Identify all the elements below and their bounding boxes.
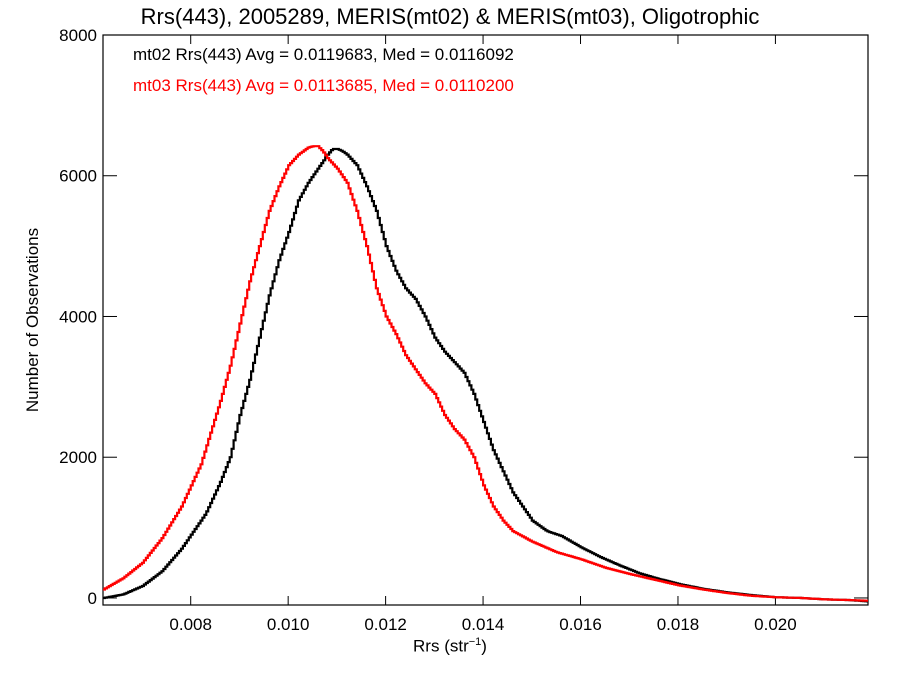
x-tick-label: 0.020 (754, 615, 797, 634)
y-tick-label: 4000 (59, 307, 97, 326)
legend-annotation-mt03: mt03 Rrs(443) Avg = 0.0113685, Med = 0.0… (133, 76, 514, 95)
y-tick-label: 2000 (59, 448, 97, 467)
chart-title: Rrs(443), 2005289, MERIS(mt02) & MERIS(m… (140, 4, 760, 29)
series-layer (103, 145, 868, 603)
axes-layer (102, 34, 869, 606)
series-mt03-line (103, 145, 868, 602)
x-tick-label: 0.016 (559, 615, 602, 634)
series-mt02-line (103, 147, 868, 603)
x-axis-unit-exponent: −1 (468, 636, 482, 648)
x-axis-label: Rrs (str−1) (0, 636, 900, 657)
x-axis-label-text: Rrs (str (413, 636, 469, 656)
y-axis-label: Number of Observations (23, 227, 42, 413)
y-tick-label: 6000 (59, 167, 97, 186)
plot-frame (102, 34, 869, 606)
y-tick-label: 8000 (59, 26, 97, 45)
x-tick-label: 0.014 (462, 615, 505, 634)
x-tick-label: 0.010 (267, 615, 310, 634)
x-tick-label: 0.008 (169, 615, 212, 634)
y-tick-label: 0 (88, 589, 97, 608)
x-axis-label-close: ) (481, 636, 487, 656)
x-tick-label: 0.018 (657, 615, 700, 634)
tick-label-layer: 0.008 0.010 0.012 0.014 0.016 0.018 0.020 0 2000… (59, 26, 797, 634)
legend-annotation-mt02: mt02 Rrs(443) Avg = 0.0119683, Med = 0.0… (133, 45, 514, 64)
x-tick-label: 0.012 (364, 615, 407, 634)
